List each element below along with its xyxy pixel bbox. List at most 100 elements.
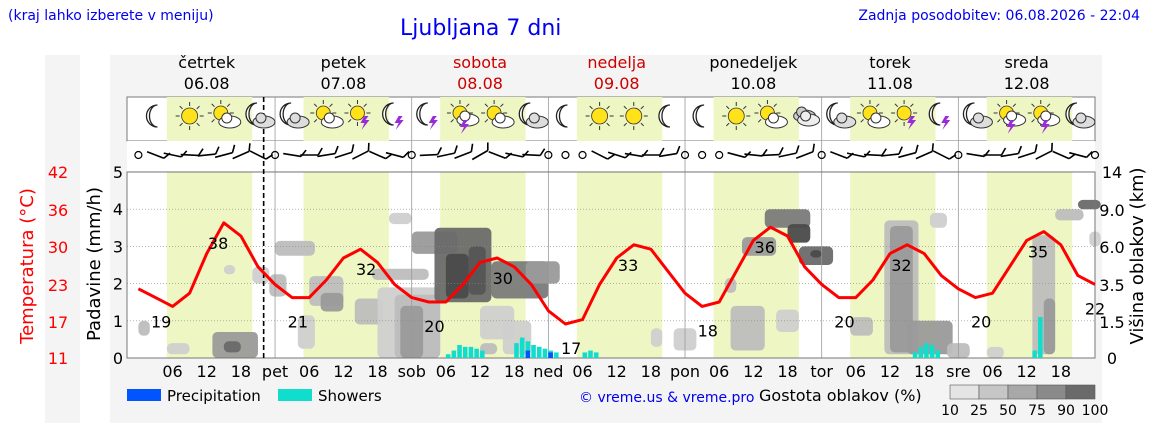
moon-cloud-icon: [1065, 102, 1096, 129]
calm-wind-icon: [134, 150, 143, 160]
temperature-label: 18: [698, 321, 718, 340]
cloud-puff: [289, 112, 301, 124]
wind-barb-feather: [539, 148, 546, 156]
wind-barb-shaft: [898, 151, 916, 159]
temperature-tick-label: 23: [48, 276, 68, 295]
daylight-band-icons: [576, 97, 663, 141]
showers-bar: [582, 352, 588, 358]
sun-ray: [757, 119, 762, 123]
temperature-label: 22: [1085, 299, 1105, 318]
sun-ray: [640, 105, 645, 110]
wind-barb-shaft: [727, 151, 746, 159]
day-abbrev-tick: sob: [398, 362, 426, 381]
day-date: 10.08: [730, 74, 776, 93]
cloud-puff: [323, 112, 335, 124]
wind-barb-shaft: [1035, 150, 1053, 160]
cloud-density-blob: [741, 237, 777, 256]
wind-barb-feather: [812, 143, 816, 152]
hour-tick-label: 18: [367, 362, 387, 381]
hour-tick-label: 06: [572, 362, 592, 381]
day-date: 12.08: [1004, 74, 1050, 93]
calm-wind-icon: [270, 150, 280, 160]
temperature-label: 32: [356, 260, 376, 279]
cloud-height-tick-label: 6.0: [1099, 238, 1124, 257]
sun-ray: [726, 122, 730, 127]
showers-bar: [1032, 350, 1037, 358]
cloud-puff: [800, 110, 812, 122]
temperature-label: 20: [424, 317, 444, 336]
wind-barb-shaft: [863, 153, 882, 157]
lightning-bolt: [428, 116, 438, 130]
precipitation-legend-label: Precipitation: [167, 387, 261, 405]
wind-barb-shaft: [180, 153, 199, 157]
cloud-density-blob: [525, 261, 560, 284]
calm-wind-icon: [698, 150, 707, 160]
sun-thunder-icon: [1027, 100, 1061, 134]
wind-barb-shaft: [419, 153, 438, 157]
wind-barb-shaft: [830, 151, 848, 159]
daylight-band-icons: [850, 97, 936, 141]
temperature-label: 20: [834, 313, 854, 332]
sun-ray: [500, 103, 504, 107]
showers-bar: [588, 350, 593, 358]
cloud-height-tick-label: 3.5: [1099, 276, 1124, 295]
wind-barb-icon: [607, 151, 632, 159]
wind-barb-shaft: [249, 150, 267, 160]
showers-bar: [912, 352, 918, 358]
sun-ray: [313, 103, 318, 107]
sun-ray: [179, 105, 183, 110]
cloud-height-tick-label: 0: [1107, 349, 1117, 368]
temperature-axis-label: Temperatura (°C): [17, 188, 38, 345]
wind-barb-feather: [676, 145, 681, 154]
wind-barb-feather: [881, 148, 887, 156]
wind-barb-icon: [846, 150, 871, 158]
wind-barb-shaft: [744, 153, 763, 157]
wind-barb-feather: [607, 153, 615, 160]
wind-barb-feather: [453, 145, 458, 154]
sun-ray: [589, 122, 593, 127]
wind-barb-shaft: [624, 152, 643, 158]
sun-ray: [894, 103, 899, 107]
wind-barb-shaft: [471, 149, 489, 161]
wind-barb-feather: [351, 144, 355, 153]
temperature-label: 36: [755, 238, 775, 257]
day-abbrev-tick: tor: [810, 362, 833, 381]
hour-tick-label: 12: [197, 362, 217, 381]
wind-barb-shaft: [334, 151, 353, 159]
wind-barb-feather: [1000, 147, 1007, 156]
precipitation-bar: [548, 352, 553, 358]
sun-thunder-icon: [993, 100, 1027, 134]
cloud-density-step-label: 100: [1082, 403, 1109, 419]
wind-barb-icon: [385, 151, 410, 159]
wind-barb-feather: [248, 143, 251, 152]
wind-barb-icon: [317, 145, 339, 158]
wind-barb-shaft: [880, 153, 900, 157]
wind-barb-feather: [795, 145, 800, 154]
wind-barb-icon: [436, 145, 458, 158]
cloud-density-blob: [320, 292, 344, 312]
wind-barb-icon: [180, 148, 204, 157]
daylight-band: [303, 172, 389, 358]
cloud-density-blob: [730, 305, 765, 351]
showers-bar: [462, 346, 468, 358]
wind-barb-feather: [778, 146, 784, 155]
sun-ray: [465, 103, 470, 107]
wind-barb-icon: [197, 146, 220, 157]
wind-barb-shaft: [1069, 151, 1087, 159]
cloud-density-blob: [1043, 298, 1056, 355]
cloud-density-step-label: 90: [1057, 403, 1075, 419]
cloud-density-swatch: [1007, 384, 1038, 400]
sun-disc: [896, 105, 912, 121]
wind-barb-shaft: [214, 151, 233, 159]
cloud-height-tick-label: 1.5: [1099, 313, 1124, 332]
wind-barb-shaft: [591, 150, 608, 160]
wind-barb-feather: [317, 147, 323, 156]
last-updated: Zadnja posodobitev: 06.08.2026 - 22:04: [858, 8, 1140, 24]
showers-bar: [451, 350, 457, 358]
wind-barb-shaft: [522, 153, 541, 157]
cloud-density-blob: [810, 250, 822, 258]
day-name: sobota: [453, 53, 507, 72]
moon-cloud-icon: [518, 102, 549, 129]
wind-barb-shaft: [197, 153, 216, 157]
wind-barb-feather: [915, 144, 919, 153]
